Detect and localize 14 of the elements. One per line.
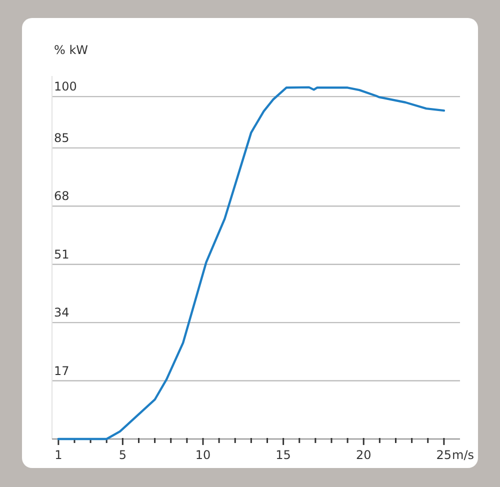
x-tick-label: 15 bbox=[276, 448, 291, 462]
y-axis-title: % kW bbox=[54, 43, 88, 57]
y-tick-label: 51 bbox=[54, 247, 70, 262]
y-tick-label: 34 bbox=[54, 306, 70, 320]
y-tick-label: 85 bbox=[54, 130, 70, 145]
x-tick-label: 1 bbox=[54, 448, 62, 462]
y-tick-label: 68 bbox=[54, 189, 70, 204]
x-tick-label: 20 bbox=[356, 448, 372, 462]
x-axis-title: m/s bbox=[452, 448, 474, 462]
x-tick-label: 25 bbox=[436, 448, 452, 462]
y-tick-label: 100 bbox=[54, 80, 77, 94]
x-tick-label: 5 bbox=[118, 448, 126, 462]
x-tick-label: 10 bbox=[195, 448, 211, 462]
y-tick-label: 17 bbox=[54, 364, 70, 378]
